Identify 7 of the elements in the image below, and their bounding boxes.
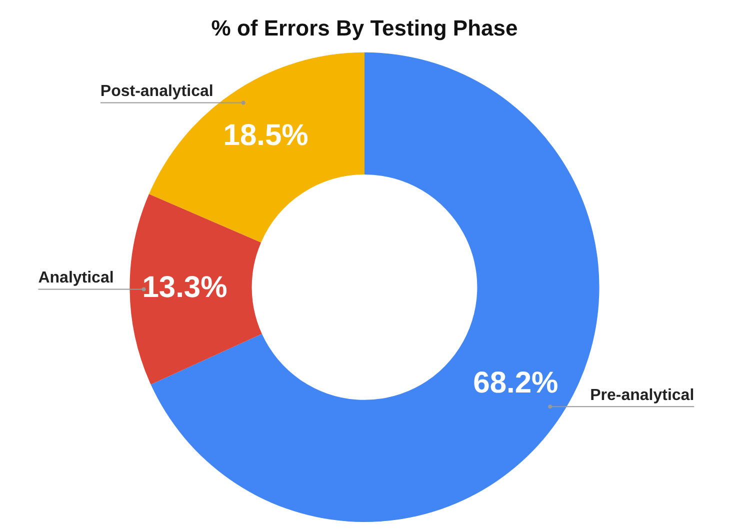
data-label: 68.2% bbox=[473, 366, 558, 400]
data-label: 13.3% bbox=[142, 271, 228, 304]
chart-title: % of Errors By Testing Phase bbox=[211, 15, 518, 40]
data-label: 18.5% bbox=[223, 119, 308, 152]
slice-label: Pre-analytical bbox=[590, 387, 694, 404]
slice-label: Post-analytical bbox=[100, 83, 214, 100]
slice-label: Analytical bbox=[38, 270, 114, 287]
